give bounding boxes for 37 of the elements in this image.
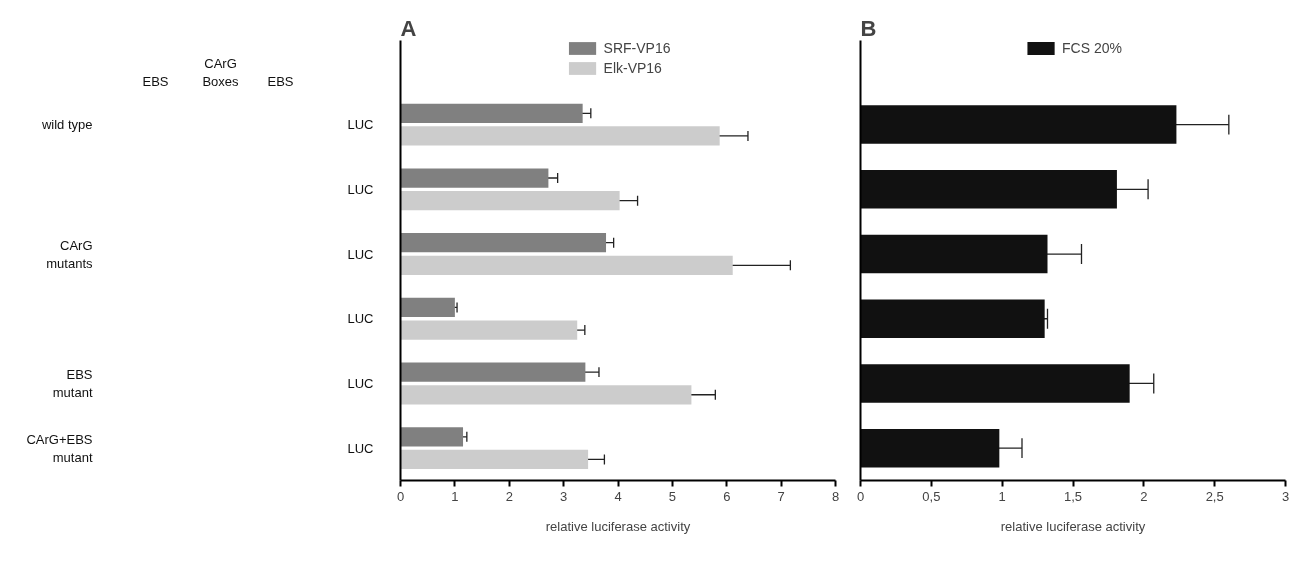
x-tick-label: 5 <box>668 488 676 504</box>
x-tick-label: 2 <box>1140 488 1148 504</box>
x-tick-label: 2,5 <box>1205 488 1224 504</box>
legend-label: SRF-VP16 <box>603 40 671 56</box>
x-tick-label: 0 <box>856 488 865 504</box>
x-tick-label: 3 <box>1281 488 1290 504</box>
x-tick-label: 4 <box>614 488 622 504</box>
text: EBS <box>142 74 169 90</box>
x-tick-label: 1 <box>998 488 1006 504</box>
x-tick-label: 0,5 <box>922 488 941 504</box>
category-label: mutant <box>52 384 93 400</box>
chart-title: A <box>400 15 417 41</box>
legend-label: Elk-VP16 <box>603 60 662 76</box>
text: LUC <box>347 117 374 133</box>
text: LUC <box>347 440 374 456</box>
x-tick-label: 2 <box>505 488 513 504</box>
text: EBS <box>66 366 93 382</box>
category-label: CArG+EBS mutant <box>26 431 93 465</box>
legend-label: FCS 20% <box>1062 40 1122 56</box>
x-axis-title: relative luciferase activity <box>545 518 691 534</box>
text: LUC <box>347 375 374 391</box>
text: LUC <box>347 181 374 197</box>
x-tick-label: 1,5 <box>1063 488 1083 504</box>
category-label: wild type <box>40 117 93 133</box>
x-tick-label: 8 <box>831 488 840 504</box>
x-tick-label: 6 <box>723 488 731 504</box>
text: EBS <box>267 74 294 90</box>
x-tick-label: 3 <box>560 488 568 504</box>
x-axis-title: relative luciferase activity <box>1000 518 1146 534</box>
category-label: CArG mutants <box>46 237 93 271</box>
x-tick-label: 0 <box>396 488 405 504</box>
text: LUC <box>347 311 374 327</box>
x-tick-label: 1 <box>451 488 459 504</box>
chart-title: B <box>860 15 877 41</box>
x-tick-label: 7 <box>777 488 785 504</box>
text: CArG Boxes <box>202 56 240 90</box>
text: LUC <box>347 246 374 262</box>
